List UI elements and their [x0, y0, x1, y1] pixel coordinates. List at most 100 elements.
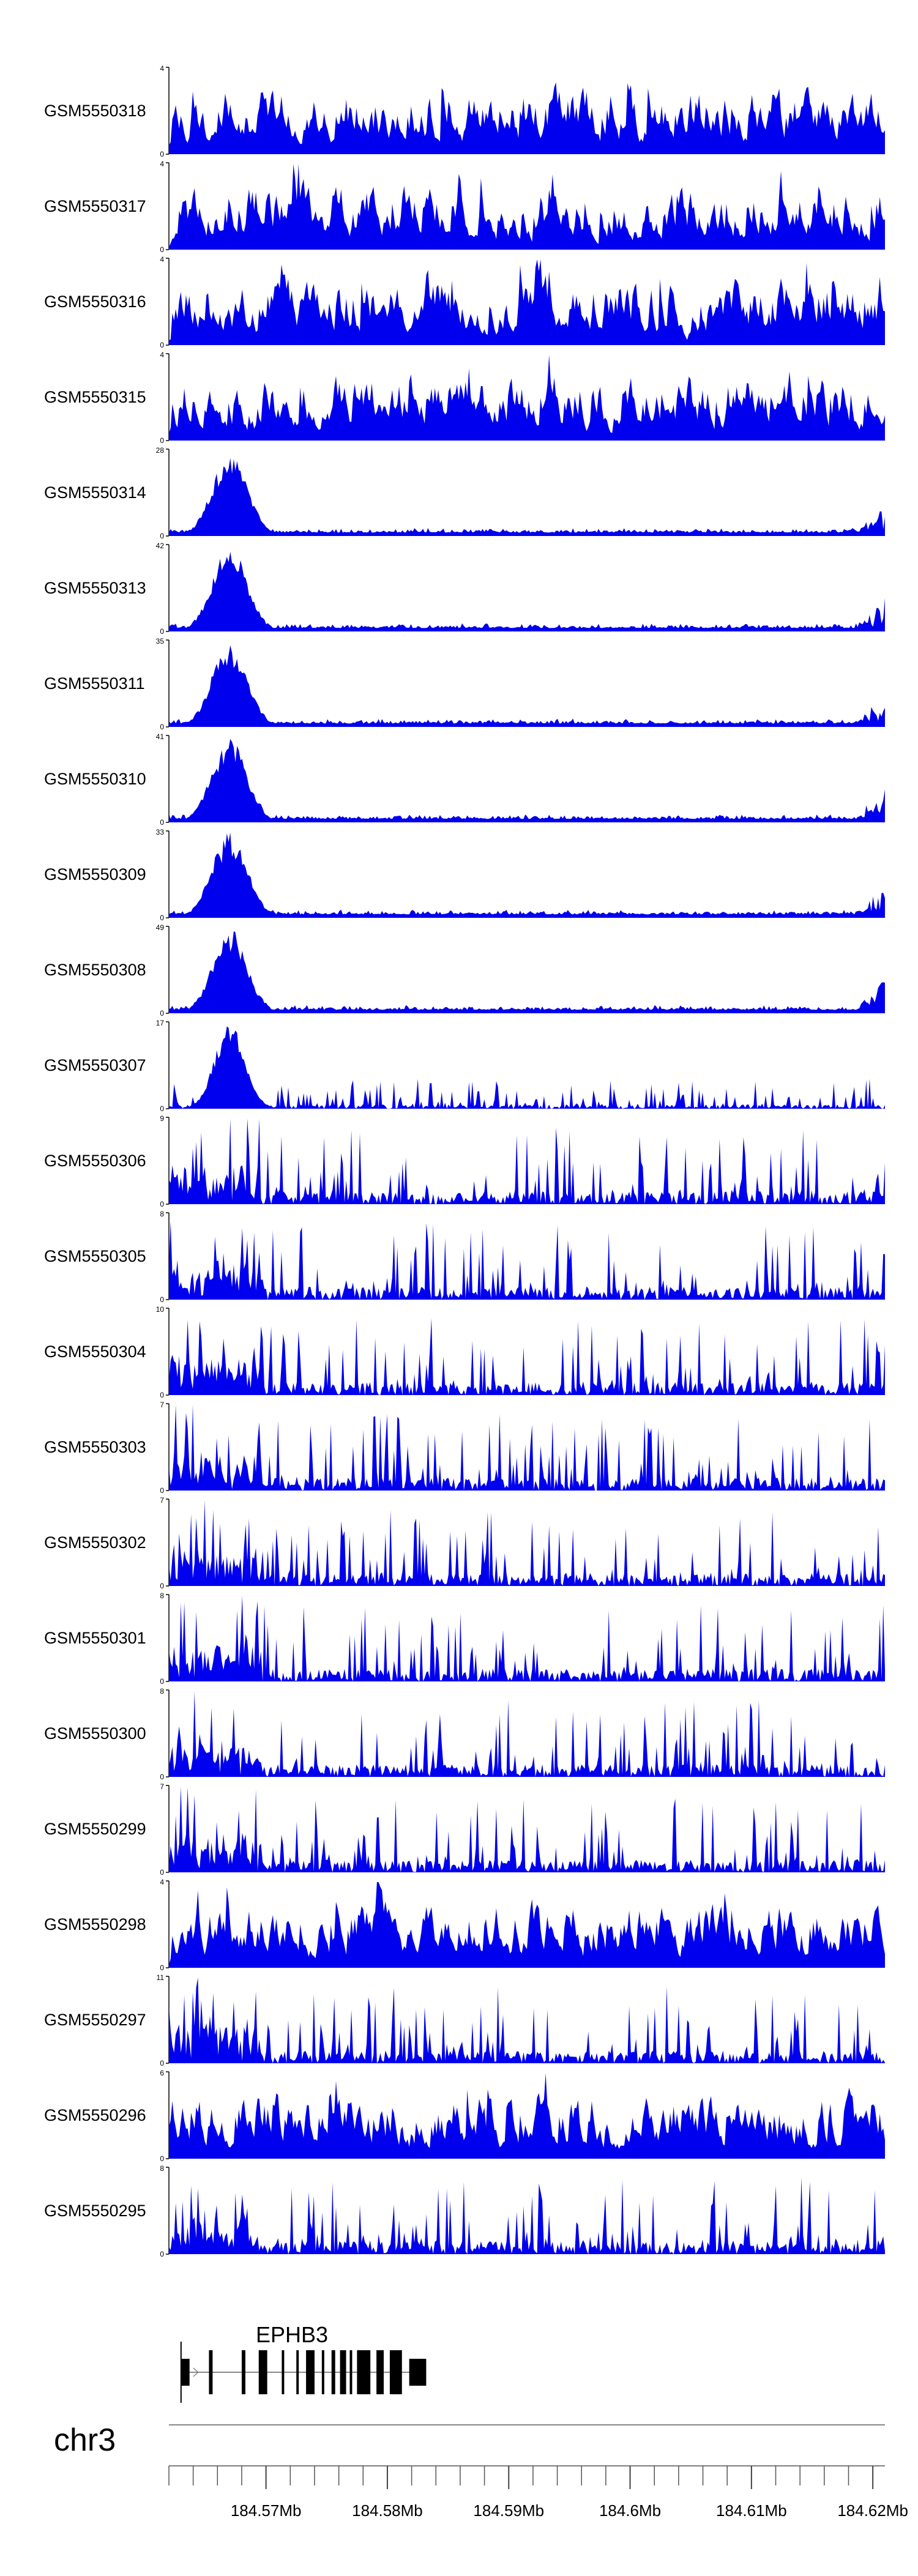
track-label: GSM5550302: [44, 1533, 146, 1552]
y-axis-max-label: 8: [160, 1591, 164, 1600]
y-axis-max-label: 28: [156, 446, 165, 455]
track-GSM5550309: GSM5550309 33 0: [44, 828, 885, 922]
x-axis-tick-label: 184.62Mb: [837, 2501, 908, 2520]
coverage-area: [169, 1787, 885, 1872]
y-axis-max-label: 8: [160, 1210, 164, 1218]
track-label: GSM5550317: [44, 197, 146, 215]
coverage-area: [169, 1221, 885, 1300]
coverage-area: [169, 832, 885, 918]
track-label: GSM5550304: [44, 1342, 146, 1361]
track-label: GSM5550316: [44, 292, 146, 311]
coverage-area: [169, 1026, 885, 1109]
gene-exon: [331, 2350, 335, 2394]
gene-exon: [181, 2359, 190, 2386]
y-axis-max-label: 7: [160, 1496, 164, 1505]
x-axis-tick-label: 184.59Mb: [473, 2501, 544, 2520]
y-axis-min-label: 0: [160, 914, 164, 922]
track-label: GSM5550311: [44, 674, 145, 693]
track-GSM5550296: GSM5550296 6 0: [44, 2069, 885, 2163]
gene-exon: [349, 2350, 353, 2394]
gene-exon: [357, 2350, 371, 2394]
track-GSM5550314: GSM5550314 28 0: [44, 446, 885, 540]
y-axis-min-label: 0: [160, 1009, 164, 1018]
y-axis-max-label: 33: [156, 828, 165, 836]
track-label: GSM5550303: [44, 1438, 146, 1456]
y-axis-max-label: 4: [160, 160, 164, 168]
coverage-area: [169, 1318, 885, 1395]
y-axis-min-label: 0: [160, 1677, 164, 1686]
track-label: GSM5550315: [44, 388, 146, 406]
gene-exon: [209, 2350, 213, 2394]
y-axis-min-label: 0: [160, 150, 164, 158]
y-axis-max-label: 4: [160, 1878, 164, 1886]
gene-exon: [340, 2350, 346, 2394]
y-axis-min-label: 0: [160, 1773, 164, 1781]
coverage-area: [169, 645, 885, 727]
y-axis-min-label: 0: [160, 1964, 164, 1972]
track-GSM5550310: GSM5550310 41 0: [44, 732, 885, 827]
track-GSM5550316: GSM5550316 4 0: [44, 255, 885, 349]
y-axis-max-label: 7: [160, 1401, 164, 1409]
y-axis-min-label: 0: [160, 2250, 164, 2258]
track-label: GSM5550314: [44, 483, 146, 502]
track-GSM5550313: GSM5550313 42 0: [44, 542, 885, 636]
coverage-area: [169, 931, 885, 1013]
track-label: GSM5550309: [44, 865, 146, 884]
gene-exon: [258, 2350, 267, 2394]
coverage-area: [169, 1405, 885, 1491]
coverage-area: [169, 739, 885, 822]
coverage-area: [169, 551, 885, 631]
y-axis-max-label: 35: [156, 637, 165, 646]
y-axis-min-label: 0: [160, 1104, 164, 1113]
y-axis-min-label: 0: [160, 1868, 164, 1877]
coverage-area: [169, 1882, 885, 1968]
y-axis-min-label: 0: [160, 1391, 164, 1399]
y-axis-max-label: 10: [156, 1305, 165, 1314]
y-axis-max-label: 11: [157, 1973, 165, 1982]
gene-name-label: EPHB3: [256, 2322, 328, 2347]
track-GSM5550305: GSM5550305 8 0: [44, 1210, 885, 1304]
y-axis-min-label: 0: [160, 436, 164, 445]
strand-arrow: [193, 2367, 199, 2377]
gene-exon: [241, 2350, 245, 2394]
y-axis-max-label: 4: [160, 351, 164, 359]
track-GSM5550307: GSM5550307 17 0: [44, 1019, 885, 1113]
y-axis-min-label: 0: [160, 2059, 164, 2068]
y-axis-max-label: 41: [156, 732, 165, 741]
track-GSM5550318: GSM5550318 4 0: [44, 64, 885, 158]
track-label: GSM5550318: [44, 102, 146, 120]
y-axis-min-label: 0: [160, 341, 164, 349]
x-axis-tick-label: 184.6Mb: [599, 2501, 661, 2520]
coverage-area: [169, 1691, 885, 1777]
coverage-area: [169, 2073, 885, 2159]
coverage-area: [169, 1119, 885, 1204]
y-axis-min-label: 0: [160, 627, 164, 636]
track-label: GSM5550310: [44, 770, 146, 788]
track-GSM5550299: GSM5550299 7 0: [44, 1782, 885, 1877]
y-axis-min-label: 0: [160, 1200, 164, 1208]
y-axis-max-label: 9: [160, 1114, 164, 1123]
gene-exon: [376, 2350, 384, 2394]
y-axis-min-label: 0: [160, 2154, 164, 2163]
coverage-area: [169, 1500, 885, 1586]
y-axis-max-label: 8: [160, 1687, 164, 1696]
coverage-area: [169, 259, 885, 345]
y-axis-min-label: 0: [160, 723, 164, 731]
coverage-area: [169, 458, 885, 536]
track-label: GSM5550299: [44, 1820, 146, 1838]
track-label: GSM5550305: [44, 1247, 146, 1265]
track-GSM5550306: GSM5550306 9 0: [44, 1114, 885, 1208]
chromosome-axis: chr3 184.57Mb 184.58Mb 184.59Mb 184.6Mb 184.…: [54, 2422, 908, 2520]
gene-exon: [282, 2350, 285, 2394]
y-axis-min-label: 0: [160, 1295, 164, 1304]
track-label: GSM5550306: [44, 1152, 146, 1170]
track-label: GSM5550300: [44, 1724, 146, 1743]
track-GSM5550308: GSM5550308 49 0: [44, 923, 885, 1018]
gene-exon: [306, 2350, 315, 2394]
coverage-area: [169, 1596, 885, 1681]
y-axis-min-label: 0: [160, 1486, 164, 1495]
gene-exon: [296, 2350, 299, 2394]
y-axis-min-label: 0: [160, 818, 164, 827]
track-GSM5550317: GSM5550317 4 0: [44, 160, 885, 254]
